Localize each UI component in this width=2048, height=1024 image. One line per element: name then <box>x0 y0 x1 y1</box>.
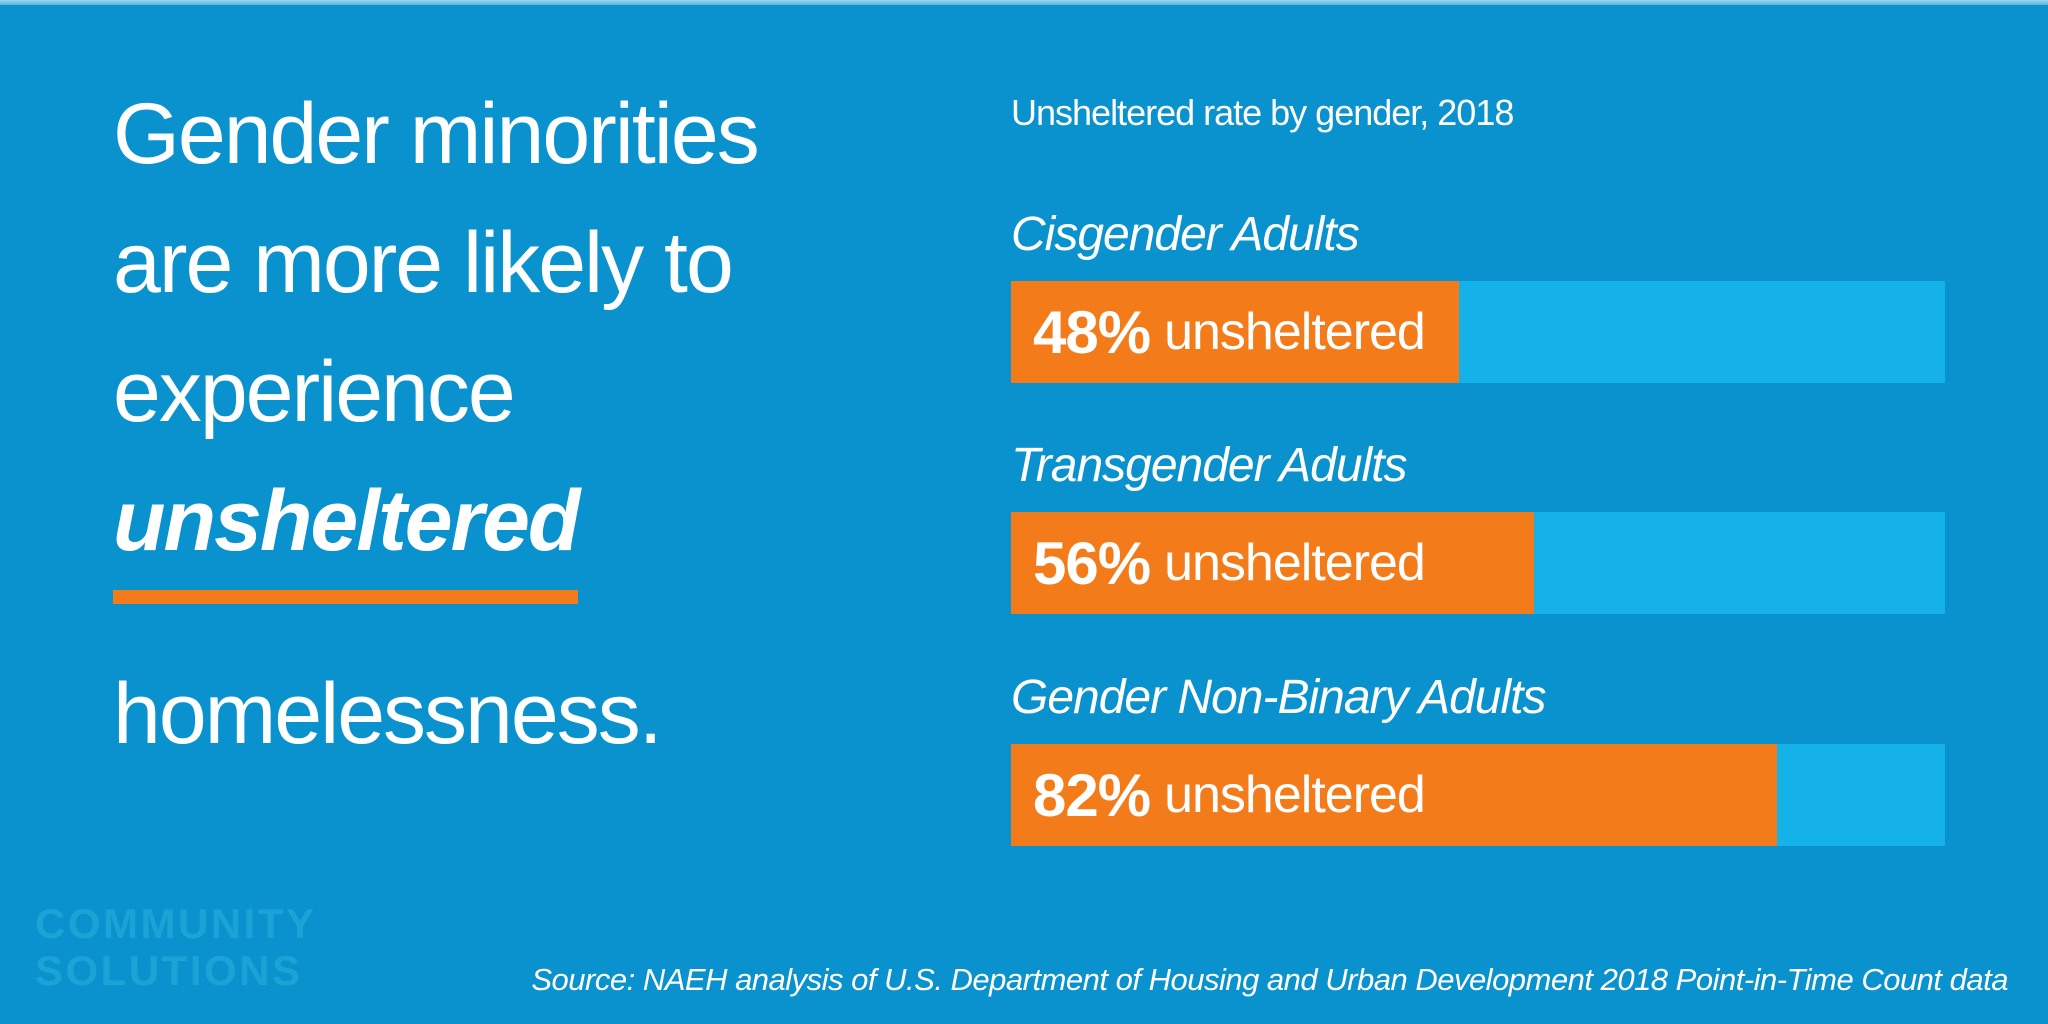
bar-group-transgender: Transgender Adults 56% unsheltered <box>1011 436 1945 614</box>
bar-percent-suffix: unsheltered <box>1164 303 1426 361</box>
top-accent-strip <box>0 0 2048 5</box>
bar-percent-suffix: unsheltered <box>1164 534 1426 592</box>
source-attribution: Source: NAEH analysis of U.S. Department… <box>531 962 2008 997</box>
bar-label: Transgender Adults <box>1011 439 1408 492</box>
bar-percent-suffix: unsheltered <box>1164 766 1426 824</box>
bar-track: 48% unsheltered <box>1011 281 1945 383</box>
bar-label: Cisgender Adults <box>1011 208 1360 261</box>
bar-percent-value: 56% <box>1033 529 1151 597</box>
bar-group-cisgender: Cisgender Adults 48% unsheltered <box>1011 205 1945 383</box>
chart-title: Unsheltered rate by gender, 2018 <box>1011 92 1514 133</box>
bar-percent-value: 82% <box>1033 761 1151 829</box>
headline-line-2: are more likely to <box>113 215 734 311</box>
bar-track: 56% unsheltered <box>1011 512 1945 614</box>
community-solutions-logo: COMMUNITY SOLUTIONS <box>35 900 316 994</box>
headline-emphasis-underlined: unsheltered <box>113 457 580 604</box>
bar-fill: 56% unsheltered <box>1011 512 1535 614</box>
headline: Gender minorities are more likely to exp… <box>113 70 893 779</box>
headline-line-5: homelessness. <box>113 666 663 762</box>
bar-percent-value: 48% <box>1033 298 1151 366</box>
bar-fill: 48% unsheltered <box>1011 281 1460 383</box>
headline-line-4: unsheltered <box>113 457 893 604</box>
logo-line-2: SOLUTIONS <box>35 947 303 994</box>
headline-line-3: experience <box>113 344 516 440</box>
logo-line-1: COMMUNITY <box>35 900 317 947</box>
headline-line-1: Gender minorities <box>113 86 760 182</box>
bar-group-nonbinary: Gender Non-Binary Adults 82% unsheltered <box>1011 668 1945 846</box>
bar-fill: 82% unsheltered <box>1011 744 1777 846</box>
bar-label: Gender Non-Binary Adults <box>1011 671 1547 724</box>
bar-track: 82% unsheltered <box>1011 744 1945 846</box>
